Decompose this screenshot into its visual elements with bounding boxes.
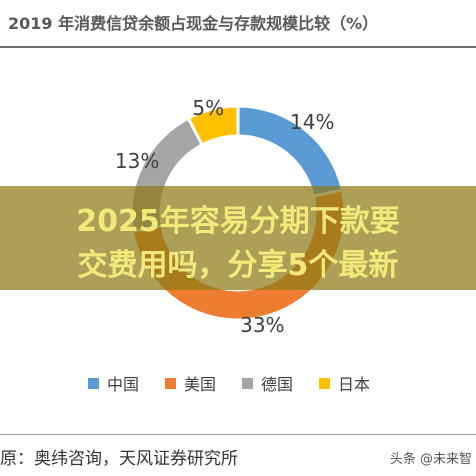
watermark-text: 头条 @未来智 — [389, 452, 472, 467]
data-label-china: 14% — [290, 110, 335, 135]
title-divider — [0, 46, 476, 48]
promo-overlay-banner: 2025年容易分期下款要 交费用吗，分享5个最新 — [0, 186, 476, 290]
legend-label: 德国 — [261, 375, 294, 394]
legend-item-japan: 日本 — [319, 371, 370, 395]
legend-swatch — [88, 377, 99, 389]
data-label-usa: 33% — [240, 312, 285, 337]
legend-label: 中国 — [107, 375, 140, 394]
legend-item-usa: 美国 — [165, 371, 216, 395]
legend-label: 日本 — [338, 375, 371, 394]
chart-title: 2019 年消费信贷余额占现金与存款规模比较（%） — [8, 14, 379, 33]
slice-japan — [186, 104, 240, 147]
legend-item-germany: 德国 — [242, 371, 293, 395]
legend-swatch — [319, 377, 331, 389]
overlay-text-line-1: 2025年容易分期下款要 — [76, 204, 400, 239]
data-label-germany: 13% — [114, 149, 160, 174]
data-label-japan: 5% — [192, 96, 225, 121]
legend-swatch — [242, 377, 254, 389]
legend-label: 美国 — [184, 375, 217, 394]
chart-legend: 中国 美国 德国 日本 — [88, 372, 468, 394]
legend-item-china: 中国 — [88, 371, 139, 395]
overlay-text-line-2: 交费用吗，分享5个最新 — [77, 248, 399, 283]
legend-swatch — [165, 377, 177, 389]
source-note: 原：奥纬咨询，天风证券研究所 — [0, 449, 238, 469]
source-divider — [0, 434, 476, 435]
